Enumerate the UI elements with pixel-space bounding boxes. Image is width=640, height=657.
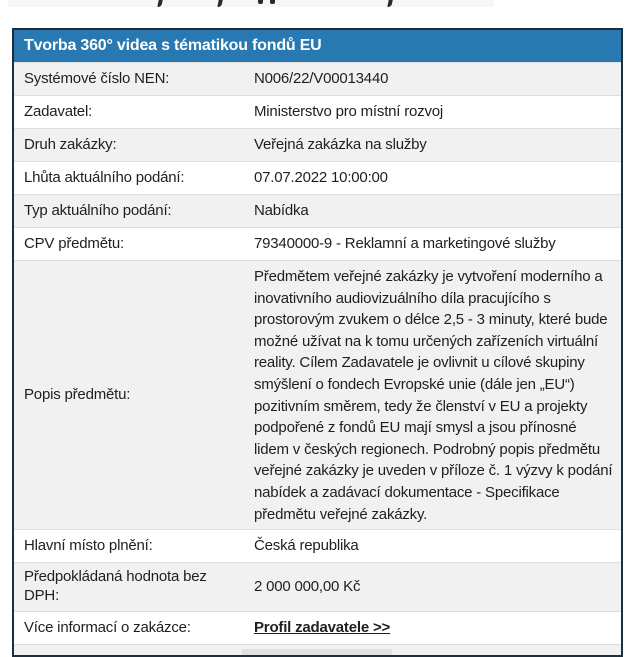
procurement-title-bar: Tvorba 360° videa s tématikou fondů EU (14, 30, 621, 62)
headline-letter-fragment (270, 0, 275, 4)
row-value: Nabídka (254, 201, 309, 219)
table-row: Typ aktuálního podání: Nabídka (14, 194, 621, 227)
row-label: Hlavní místo plnění: (24, 536, 153, 554)
row-label: Zadavatel: (24, 102, 93, 120)
row-value: 07.07.2022 10:00:00 (254, 168, 388, 186)
row-label: Typ aktuálního podání: (24, 201, 172, 219)
row-value-description: Předmětem veřejné zakázky je vytvoření m… (254, 268, 613, 523)
table-row: Systémové číslo NEN: N006/22/V00013440 (14, 62, 621, 95)
table-row: Lhůta aktuálního podání: 07.07.2022 10:0… (14, 161, 621, 194)
clipped-headline-band (8, 0, 494, 7)
procurement-detail-table: Tvorba 360° videa s tématikou fondů EU S… (12, 28, 623, 657)
profil-zadavatele-link[interactable]: Profil zadavatele >> (254, 618, 391, 636)
table-row: Předpokládaná hodnota bez DPH: 2 000 000… (14, 562, 621, 612)
row-label: Lhůta aktuálního podání: (24, 168, 185, 186)
row-value: 2 000 000,00 Kč (254, 577, 361, 595)
row-value: 79340000-9 - Reklamní a marketingové slu… (254, 234, 556, 252)
table-row: Hlavní místo plnění: Česká republika (14, 529, 621, 562)
row-value: Česká republika (254, 536, 359, 554)
table-row: Druh zakázky: Veřejná zakázka na služby (14, 128, 621, 161)
table-row: Zadavatel: Ministerstvo pro místní rozvo… (14, 95, 621, 128)
table-row: CPV předmětu: 79340000-9 - Reklamní a ma… (14, 227, 621, 260)
headline-letter-fragment (258, 0, 263, 4)
table-row: Více informací o zakázce: Profil zadavat… (14, 611, 621, 644)
row-label: CPV předmětu: (24, 234, 124, 252)
row-label: Více informací o zakázce: (24, 618, 191, 636)
clipped-next-row (14, 644, 621, 656)
clipped-headline (8, 0, 494, 9)
row-label: Druh zakázky: (24, 135, 117, 153)
row-label: Popis předmětu: (24, 385, 131, 403)
procurement-title: Tvorba 360° videa s tématikou fondů EU (24, 37, 322, 54)
row-label: Systémové číslo NEN: (24, 69, 170, 87)
clipped-next-row-fragment (242, 649, 392, 656)
row-value: Veřejná zakázka na služby (254, 135, 427, 153)
row-value: Ministerstvo pro místní rozvoj (254, 102, 444, 120)
row-value: N006/22/V00013440 (254, 69, 389, 87)
row-label: Předpokládaná hodnota bez DPH: (24, 568, 207, 605)
table-row-description: Popis předmětu: Předmětem veřejné zakázk… (14, 260, 621, 530)
